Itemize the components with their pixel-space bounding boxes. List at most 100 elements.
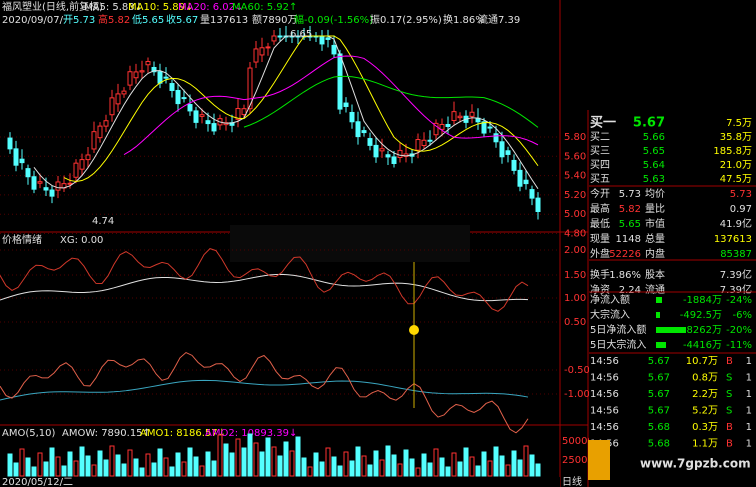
label: B (726, 439, 733, 450)
volume-bar (331, 456, 337, 477)
label: 振0.17(2.95%) (370, 13, 442, 26)
volume-bar (139, 467, 145, 477)
label: 日线 (562, 475, 582, 487)
label: 幅-0.09(-1.56%) (294, 13, 373, 26)
candle-body (37, 181, 43, 184)
candle-body (151, 66, 157, 73)
label: -1884万 (683, 295, 722, 306)
candle-body (7, 137, 13, 150)
label: AMO1: 8186.57↓ (140, 428, 226, 439)
candle-body (529, 189, 535, 199)
label: 5日大宗流入 (590, 338, 646, 351)
volume-bar (283, 441, 289, 477)
candle-body (139, 70, 145, 73)
candle-body (145, 60, 151, 66)
label: S (726, 373, 732, 384)
candle-body (253, 48, 259, 63)
label: 2020/09/07/一 (2, 15, 73, 26)
volume-bar (145, 453, 151, 477)
candle-body (385, 154, 391, 158)
label: 股本 (645, 268, 665, 281)
volume-bar (241, 447, 247, 477)
volume-bar (373, 450, 379, 477)
volume-bar (265, 437, 271, 477)
label: MA60: 5.92↑ (232, 2, 297, 13)
volume-bar (391, 454, 397, 477)
volume-bar (301, 457, 307, 477)
candle-body (319, 35, 325, 45)
label: 最高 (590, 202, 610, 215)
volume-bar (163, 457, 169, 477)
label: 1 (746, 356, 752, 367)
candle-body (13, 148, 19, 166)
candle-body (265, 46, 271, 49)
volume-bar (313, 452, 319, 477)
candle-body (193, 110, 199, 123)
volume-bar (319, 461, 325, 477)
volume-bar (121, 463, 127, 477)
indicator-line (0, 351, 529, 434)
label: -8262万 (683, 325, 722, 336)
label: 4.74 (92, 216, 114, 227)
label: -4416万 (683, 340, 722, 351)
quote-bg (589, 110, 756, 487)
label: 流通7.39 (478, 13, 520, 26)
label: 137613 (714, 234, 752, 245)
label: 7.5万 (726, 118, 752, 129)
volume-bar (427, 462, 433, 477)
volume-bar (439, 457, 445, 477)
volume-bar (463, 447, 469, 477)
candle-body (355, 121, 361, 138)
label: 6.65 (290, 29, 312, 40)
candle-body (97, 125, 103, 139)
label: -24% (726, 295, 752, 306)
volume-bar (511, 450, 517, 477)
candle-body (379, 148, 385, 152)
volume-bar (343, 451, 349, 477)
indicator-line (0, 379, 529, 401)
label: 5.65 (619, 219, 641, 230)
candle-body (235, 108, 241, 120)
volume-bar (211, 460, 217, 477)
candle-body (19, 158, 25, 164)
label: -11% (726, 340, 752, 351)
label: 1.00 (564, 293, 586, 304)
volume-bar (523, 445, 529, 477)
candle-body (367, 138, 373, 146)
label: 5.68 (648, 422, 670, 433)
volume-bar (505, 464, 511, 477)
candle-body (55, 181, 61, 191)
volume-bar (253, 442, 259, 477)
candle-body (187, 104, 193, 112)
label: 2020/05/12/二 (2, 477, 73, 487)
watermark-logo (588, 440, 610, 480)
label: 10.7万 (686, 356, 718, 367)
candle-body (331, 44, 337, 55)
candle-body (427, 139, 433, 142)
candle-body (175, 89, 181, 105)
label: 1.50 (564, 270, 586, 281)
watermark-bg (600, 448, 756, 484)
label: 1148 (616, 234, 641, 245)
volume-bar (43, 461, 49, 477)
candle-body (487, 126, 493, 129)
label: 开5.73 (63, 15, 95, 26)
label: 5.68 (648, 439, 670, 450)
candle-body (535, 197, 541, 213)
volume-bar (307, 466, 313, 477)
candle-body (517, 169, 523, 187)
candle-body (103, 120, 109, 127)
flow-bar (656, 327, 686, 333)
flow-bar (656, 297, 662, 303)
candle-body (325, 37, 331, 40)
volume-bar (403, 449, 409, 477)
label: MA20: 6.02↓ (178, 2, 243, 13)
volume-bar (61, 465, 67, 477)
label: 额7890万 (252, 13, 297, 26)
candle-body (211, 123, 217, 132)
label: 0.3万 (692, 422, 718, 433)
candle-body (133, 71, 139, 79)
label: -1.00 (564, 389, 590, 400)
label: 5.67 (648, 356, 670, 367)
